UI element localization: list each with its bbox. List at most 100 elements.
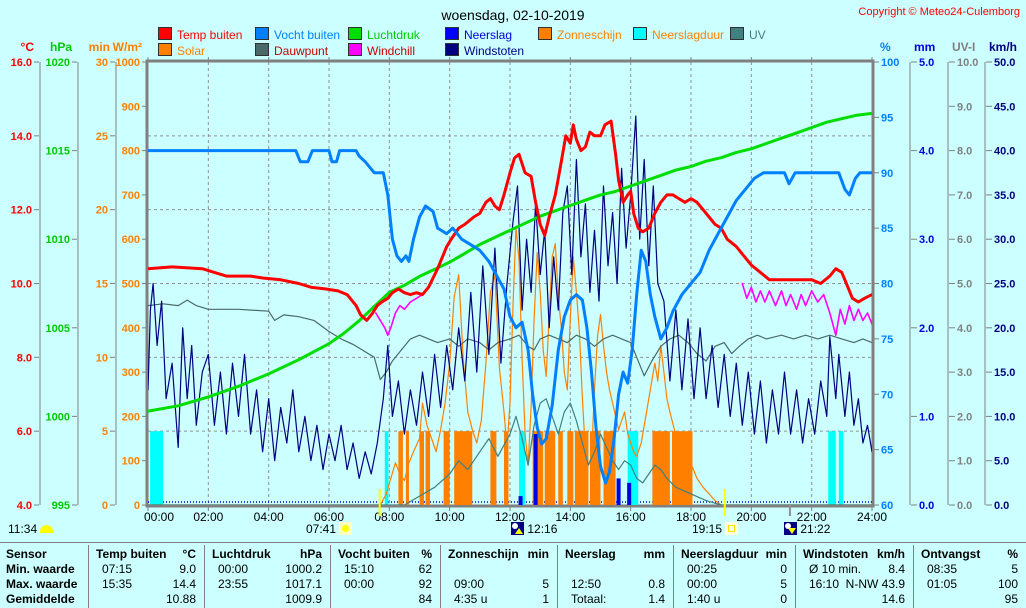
weather-chart-svg: 16.014.012.010.08.06.04.0°C1020101510101… [11,40,1017,524]
svg-text:1.0: 1.0 [919,411,934,423]
table-cell: 92 [418,577,432,591]
table-cell: 9.0 [179,562,196,576]
svg-text:800: 800 [122,146,140,158]
table-cell: Windstoten [803,547,869,561]
svg-text:60: 60 [881,500,893,512]
svg-text:8.0: 8.0 [17,352,32,364]
svg-text:12.0: 12.0 [11,205,32,217]
svg-text:6.0: 6.0 [17,426,32,438]
svg-text:70: 70 [881,389,893,401]
svg-text:0: 0 [134,500,140,512]
legend-swatch-icon [348,27,362,40]
svg-text:4.0: 4.0 [919,146,934,158]
svg-text:UV-I: UV-I [952,40,975,54]
table-cell: 1009.9 [285,592,322,606]
legend-swatch-icon [730,27,744,40]
legend-item-neerslag: Neerslag [445,27,512,42]
table-cell: mm [643,547,665,561]
svg-text:9.0: 9.0 [957,101,972,113]
table-cell: Zonneschijn [448,547,519,561]
svg-text:0: 0 [102,500,108,512]
x-axis-label: 22:00 [797,510,827,524]
table-cell: 00:25 [687,562,718,576]
svg-text:40.0: 40.0 [994,146,1015,158]
svg-text:1000: 1000 [46,411,70,423]
table-cell: 00:00 [344,577,375,591]
table-cell: 10.88 [165,592,196,606]
svg-text:0.0: 0.0 [919,500,934,512]
marker-07-41: 07:41 [306,522,353,536]
table-cell: 100 [997,577,1018,591]
table-cell: 4:35 u [454,592,488,606]
axis-pct: 100 95 90 85 80 75 70 65 60% [873,40,899,512]
svg-text:4.0: 4.0 [17,500,32,512]
table-cell: Luchtdruk [212,547,271,561]
table-divider [88,545,89,608]
table-cell: 1:40 u [687,592,721,606]
legend-item-dauwpunt: Dauwpunt [255,43,329,58]
svg-text:15.0: 15.0 [994,367,1015,379]
legend-label: Windchill [367,44,416,58]
table-cell: Neerslagduur [681,547,759,561]
legend-swatch-icon [445,27,459,40]
svg-text:0.0: 0.0 [957,500,972,512]
svg-text:min: min [89,40,110,54]
svg-text:35.0: 35.0 [994,190,1015,202]
svg-text:10.0: 10.0 [11,279,32,291]
svg-text:5.0: 5.0 [994,456,1009,468]
grid-lines [148,62,872,505]
svg-text:900: 900 [122,101,140,113]
table-cell: Totaal: [571,592,607,606]
table-cell: Gemiddelde [6,592,75,606]
marker-time: 19:15 [692,522,723,536]
table-cell: 00:00 [687,577,718,591]
table-cell: % [1007,547,1018,561]
x-axis-label: 06:00 [314,510,344,524]
legend-item-vocht-buiten: Vocht buiten [255,27,341,42]
table-cell: Min. waarde [6,562,75,576]
legend-label: Vocht buiten [274,28,341,42]
table-cell: 95 [1004,592,1018,606]
svg-text:25: 25 [96,131,108,143]
series-solar [148,227,872,505]
series-neerslag [518,434,632,505]
table-cell: 15:35 [102,577,133,591]
sunset-icon [725,522,739,535]
marker-11-34: 11:34 [8,522,54,536]
table-cell: 0 [780,562,787,576]
table-cell: 16:10 [809,577,840,591]
legend-label: Luchtdruk [367,28,420,42]
legend-swatch-icon [158,27,172,40]
svg-text:1000: 1000 [116,57,140,69]
legend-label: Neerslagduur [652,28,725,42]
svg-text:10: 10 [96,352,108,364]
table-cell: 15:10 [344,562,375,576]
legend-swatch-icon [538,27,552,40]
svg-text:10.0: 10.0 [994,411,1015,423]
svg-text:6.0: 6.0 [957,234,972,246]
table-cell: 1000.2 [285,562,322,576]
svg-text:5.0: 5.0 [957,279,972,291]
svg-text:4.0: 4.0 [957,323,972,335]
svg-text:1010: 1010 [46,234,70,246]
svg-text:km/h: km/h [989,40,1017,54]
series-dauwpunt [148,299,872,381]
table-cell: 5 [542,577,549,591]
table-cell: 1.4 [648,592,665,606]
series-neerslagduur [150,431,844,505]
legend-label: Dauwpunt [274,44,329,58]
svg-text:1005: 1005 [46,323,70,335]
copyright-text: Copyright © Meteo24-Culemborg [858,6,1020,18]
legend-label: Temp buiten [177,28,243,42]
svg-text:5.0: 5.0 [919,57,934,69]
axis-uvi: 10.0 9.0 8.0 7.0 6.0 5.0 4.0 3.0 2.0 1.0 0.0 UV-I [947,40,978,512]
svg-text:2.0: 2.0 [957,411,972,423]
svg-text:100: 100 [881,57,899,69]
svg-text:1.0: 1.0 [957,456,972,468]
legend-item-zonneschijn: Zonneschijn [538,27,622,42]
svg-text:%: % [880,40,891,54]
marker-time: 07:41 [306,522,337,536]
x-axis-label: 18:00 [676,510,706,524]
table-cell: % [421,547,432,561]
